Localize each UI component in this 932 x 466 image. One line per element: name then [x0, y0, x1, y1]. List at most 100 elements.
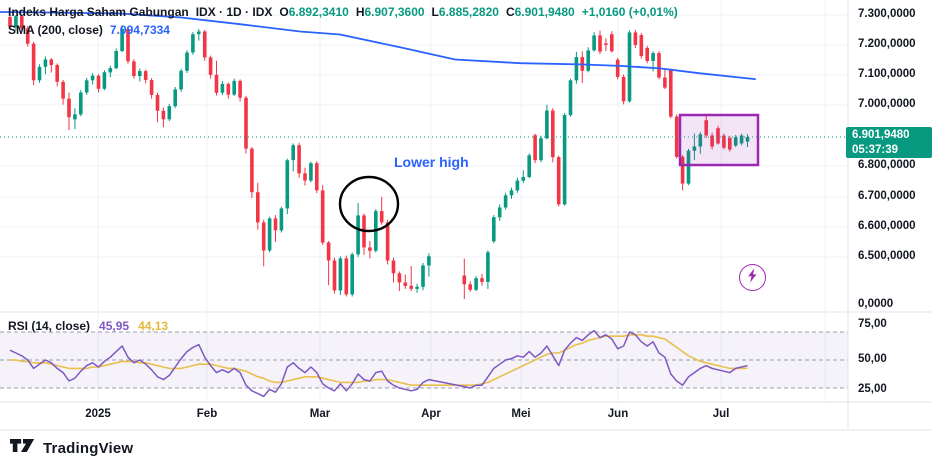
candle-body: [663, 77, 667, 88]
candle-body: [161, 110, 166, 120]
candle-body: [244, 97, 248, 149]
candle-body: [291, 145, 295, 161]
candle-body: [521, 177, 526, 181]
price-axis[interactable]: 7.300,0000 7.200,0000 7.100,0000 7.000,0000…: [848, 0, 932, 430]
candle-body: [657, 53, 661, 78]
candle-body: [256, 192, 260, 223]
candle-body: [586, 50, 590, 71]
candle-body: [67, 98, 71, 118]
candle-body: [315, 163, 319, 191]
bar-countdown: 05:37:39: [852, 144, 899, 156]
time-axis-label: Mei: [511, 408, 531, 420]
candle-body: [79, 92, 83, 115]
candle-body: [739, 135, 744, 144]
candle-body: [379, 211, 384, 223]
sma-indicator-row[interactable]: SMA (200, close) 7.094,7334: [8, 23, 170, 37]
candle-body: [497, 207, 502, 218]
candle-body: [273, 218, 278, 231]
price-axis-label: 7.300,0000: [858, 8, 916, 20]
rsi-line: [9, 329, 748, 398]
rsi-axis-label: 25,00: [858, 383, 887, 395]
ohlc-high: H6.907,3600: [356, 5, 425, 19]
candle-body: [332, 260, 337, 291]
tradingview-attribution[interactable]: TradingView: [10, 437, 133, 459]
lower-high-annotation[interactable]: Lower high: [394, 154, 469, 170]
candle-body: [20, 16, 24, 29]
tradingview-logo-icon: [10, 437, 36, 459]
candle-body: [515, 180, 520, 191]
candle-body: [55, 65, 59, 82]
ohlc-close: C6.901,9480: [506, 5, 575, 19]
candle-body: [191, 34, 195, 53]
symbol-header-row: Indeks Harga Saham Gabungan IDX · 1D · I…: [8, 5, 678, 19]
boost-button[interactable]: [739, 264, 766, 291]
last-price-badge: 6.901,9480 05:37:39: [846, 127, 932, 158]
candle-body: [126, 29, 130, 62]
candle-body: [8, 17, 12, 28]
close-label: C: [505, 5, 515, 19]
time-axis-label: Mar: [309, 408, 331, 420]
candle-body: [686, 150, 691, 184]
circle-annotation[interactable]: [338, 175, 400, 233]
candle-body: [61, 81, 65, 99]
candle-body: [120, 29, 124, 51]
candle-body: [350, 254, 354, 295]
candle-body: [728, 137, 732, 150]
candle-body: [409, 285, 413, 289]
candle-body: [356, 215, 360, 255]
sma-label: SMA (200, close): [8, 23, 103, 37]
price-axis-label: 7.000,0000: [858, 98, 916, 110]
time-axis[interactable]: 2025 Feb Mar Apr Mei Jun Jul: [0, 406, 848, 426]
candle-body: [722, 135, 726, 148]
candle-body: [149, 80, 154, 95]
candle-body: [539, 138, 543, 161]
candle-body: [615, 59, 620, 77]
last-price-value: 6.901,9480: [852, 129, 910, 141]
rsi-axis-label: 75,00: [858, 318, 887, 330]
ohlc-low: L6.885,2820: [432, 5, 499, 19]
candle-body: [309, 163, 313, 181]
candle-body: [226, 83, 231, 95]
close-value: 6.901,9480: [514, 5, 575, 19]
candle-body: [138, 71, 142, 76]
symbol-title[interactable]: Indeks Harga Saham Gabungan: [8, 5, 189, 19]
candle-body: [680, 156, 685, 184]
candle-body: [214, 74, 219, 93]
candle-body: [250, 148, 254, 193]
candle-body: [480, 278, 484, 282]
candle-body: [639, 35, 644, 57]
candle-body: [84, 80, 89, 93]
candle-body: [533, 135, 537, 161]
candle-body: [143, 71, 148, 80]
candle-body: [492, 217, 496, 242]
ohlc-open: O6.892,3410: [279, 5, 348, 19]
candle-body: [633, 32, 638, 45]
candle-body: [338, 258, 343, 291]
candle-body: [669, 70, 673, 117]
candle-body: [320, 190, 325, 243]
rsi-indicator-row[interactable]: RSI (14, close) 45,95 44,13: [8, 319, 168, 333]
highlight-box-annotation[interactable]: [678, 113, 760, 167]
candle-body: [574, 57, 579, 81]
candle-body: [185, 52, 189, 71]
candle-body: [385, 222, 390, 261]
candle-body: [279, 208, 284, 231]
candle-body: [509, 190, 514, 196]
candle-body: [155, 94, 160, 111]
candle-body: [645, 47, 649, 61]
candle-body: [486, 252, 490, 282]
rsi-axis-label: 50,00: [858, 353, 887, 365]
candle-body: [651, 53, 655, 61]
candle-body: [326, 242, 331, 261]
candle-body: [592, 35, 596, 51]
candle-body: [598, 35, 602, 52]
candle-body: [238, 80, 242, 98]
candle-body: [208, 57, 213, 75]
symbol-meta: IDX · 1D · IDX: [195, 5, 273, 19]
rsi-value: 45,95: [99, 319, 130, 333]
candle-body: [297, 145, 301, 174]
candle-body: [733, 137, 738, 146]
candle-body: [698, 134, 703, 147]
